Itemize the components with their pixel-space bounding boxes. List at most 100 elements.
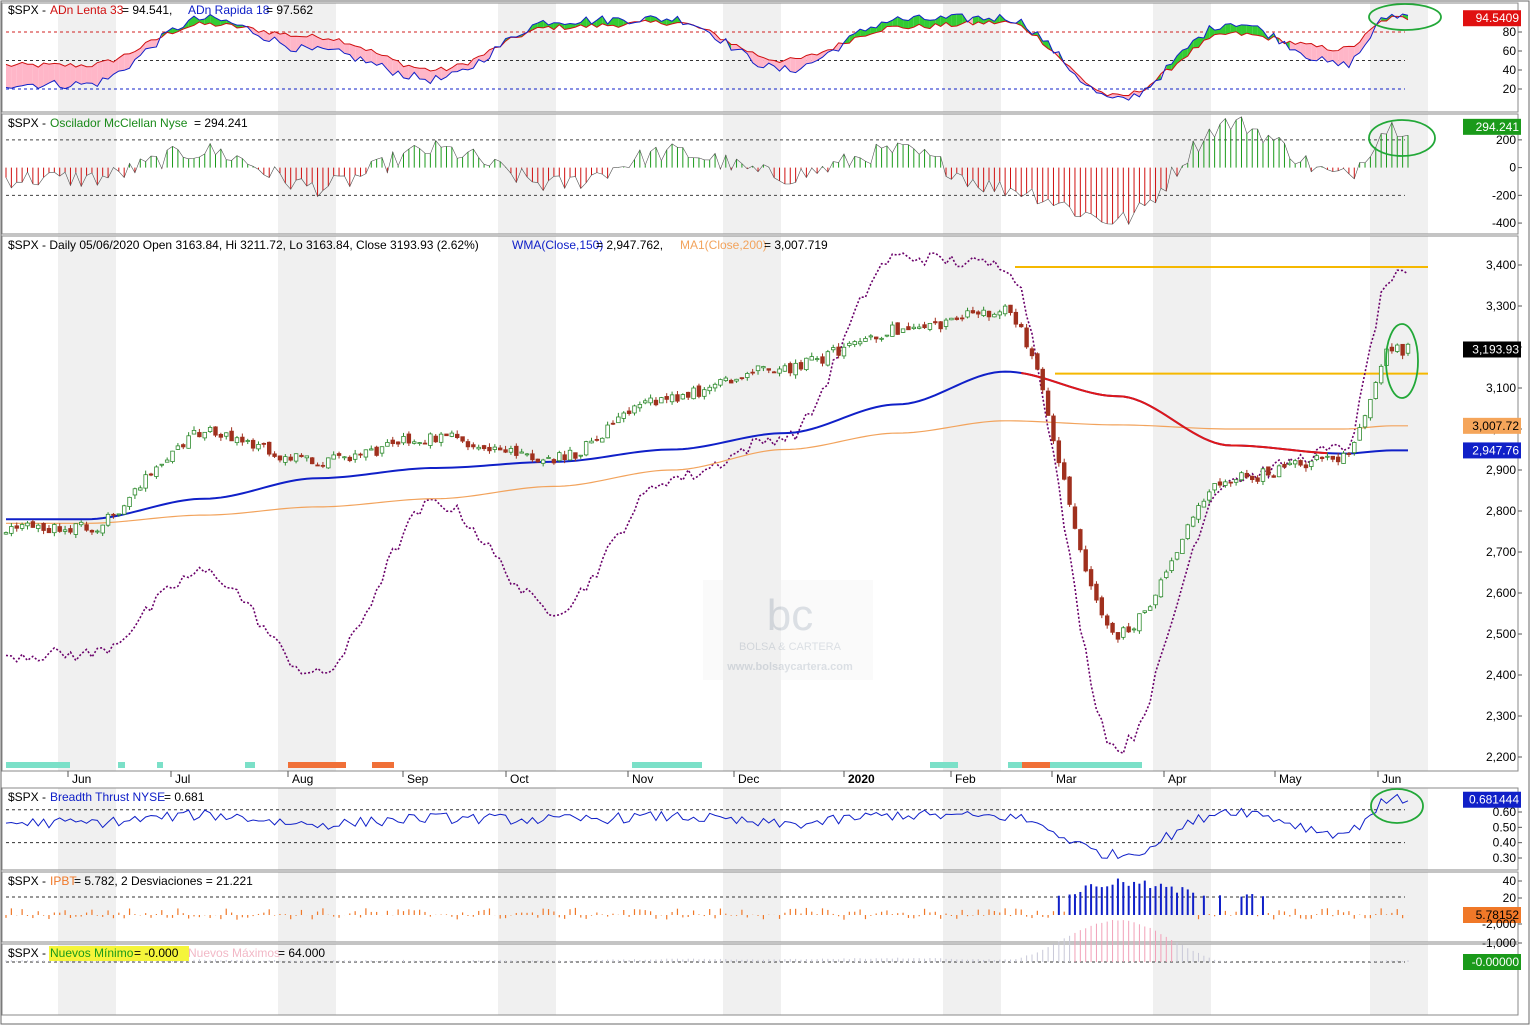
candle-body <box>1019 324 1024 328</box>
candle-body <box>739 377 745 380</box>
x-tick-label: May <box>1279 772 1302 786</box>
panel-breadth-frame <box>1 787 1519 871</box>
month-band <box>58 788 116 870</box>
month-band <box>58 236 116 771</box>
legend-text: = 97.562 <box>266 3 313 17</box>
candle-body <box>1190 516 1196 527</box>
adn-fill-segment <box>666 18 673 26</box>
adn-fill-segment <box>54 63 60 88</box>
x-axis: Jun Jul Aug Sep Oct Nov Dec 2020 Feb Mar Apr May Jun <box>2 770 1518 786</box>
candle-body <box>181 444 186 448</box>
legend-text: = 94.541, <box>122 3 172 17</box>
adn-fill-segment <box>451 63 458 72</box>
candle-body <box>336 453 342 456</box>
adn-fill-segment <box>1225 23 1231 35</box>
candle-body <box>36 524 41 529</box>
watermark-url: www.bolsaycartera.com <box>726 661 853 673</box>
watermark-bg <box>703 580 873 680</box>
candle-body <box>997 311 1002 316</box>
candle-body <box>1142 610 1147 613</box>
y-tick-label: 2,600 <box>1486 586 1516 600</box>
candle-body <box>428 433 433 446</box>
legend-text: MA1(Close,200) <box>680 238 767 252</box>
candle-body <box>1239 472 1244 481</box>
y-tick-label: 20 <box>1503 82 1517 96</box>
legend-text: WMA(Close,150) <box>512 238 603 252</box>
month-band <box>1153 114 1211 234</box>
adn-fill-segment <box>1166 64 1172 71</box>
candle-body <box>100 524 105 534</box>
candle-body <box>1137 613 1142 632</box>
candle-body <box>1346 452 1352 455</box>
signal-block <box>632 762 702 768</box>
signal-block <box>6 762 70 768</box>
candle-body <box>449 432 455 437</box>
adn-fill-segment <box>537 20 544 28</box>
y-tick-label: 2,500 <box>1486 627 1516 641</box>
legend-price: $SPX - Daily 05/06/2020 Open 3163.84, Hi… <box>8 238 828 252</box>
candle-body <box>1121 627 1126 638</box>
candle-body <box>895 322 900 335</box>
candle-body <box>1298 460 1303 466</box>
candle-body <box>406 433 412 444</box>
candle-body <box>41 523 46 531</box>
adn-fill-segment <box>392 59 399 76</box>
candle-body <box>728 379 734 384</box>
candle-body <box>224 432 229 437</box>
legend-text: ADn Lenta 33 <box>50 3 124 17</box>
adn-fill-segment <box>91 62 98 87</box>
candle-body <box>57 526 62 532</box>
candle-body <box>643 400 648 404</box>
candle-body <box>1362 415 1368 428</box>
candle-body <box>707 386 712 392</box>
legend-text: $SPX - <box>8 790 46 804</box>
candle-body <box>1395 344 1400 352</box>
y-tick-label: -1,000 <box>1482 936 1516 950</box>
candle-body <box>1303 464 1309 469</box>
candle-body <box>788 363 793 374</box>
candle-body <box>417 442 422 444</box>
adn-fill-segment <box>1300 42 1306 59</box>
candle-body <box>562 454 567 461</box>
month-band <box>723 944 781 1015</box>
adn-fill-segment <box>16 62 23 87</box>
candle-body <box>250 439 256 449</box>
candle-body <box>1335 456 1341 463</box>
adn-fill-segment <box>989 18 995 24</box>
candle-body <box>1276 465 1282 478</box>
month-band <box>498 872 556 942</box>
adn-fill-segment <box>849 33 855 44</box>
y-tick-label: -400 <box>1492 216 1516 230</box>
legend-text: $SPX - <box>8 946 46 960</box>
candle-body <box>852 341 857 345</box>
legend-text: $SPX - Daily 05/06/2020 Open 3163.84, Hi… <box>8 238 479 252</box>
ipbt-bars <box>5 878 1409 920</box>
candle-body <box>347 456 352 462</box>
candle-body <box>712 383 718 389</box>
candle-body <box>594 439 600 441</box>
adn-fill <box>6 14 1408 101</box>
y-tick-label: 2,300 <box>1486 709 1516 723</box>
candle-body <box>342 456 347 459</box>
candle-body <box>825 351 831 366</box>
candle-body <box>1378 365 1384 384</box>
annotation-circle <box>1368 119 1436 157</box>
legend-text: Breadth Thrust NYSE <box>50 790 165 804</box>
adn-fill-segment <box>478 54 485 63</box>
candle-body <box>702 389 707 397</box>
month-band <box>723 872 781 942</box>
adn-fill-segment <box>322 38 329 50</box>
month-band <box>943 236 1001 771</box>
x-tick-label: Dec <box>738 772 759 786</box>
candle-body <box>79 521 84 526</box>
value-box <box>1463 954 1521 970</box>
series-breadth-thrust <box>5 793 1409 860</box>
y-tick-label: 20 <box>1503 891 1517 905</box>
adn-fill-segment <box>1219 24 1226 35</box>
adn-fill-segment <box>752 51 759 67</box>
candle-body <box>283 456 288 463</box>
adn-fill-segment <box>801 55 807 69</box>
candle-body <box>1062 462 1067 480</box>
